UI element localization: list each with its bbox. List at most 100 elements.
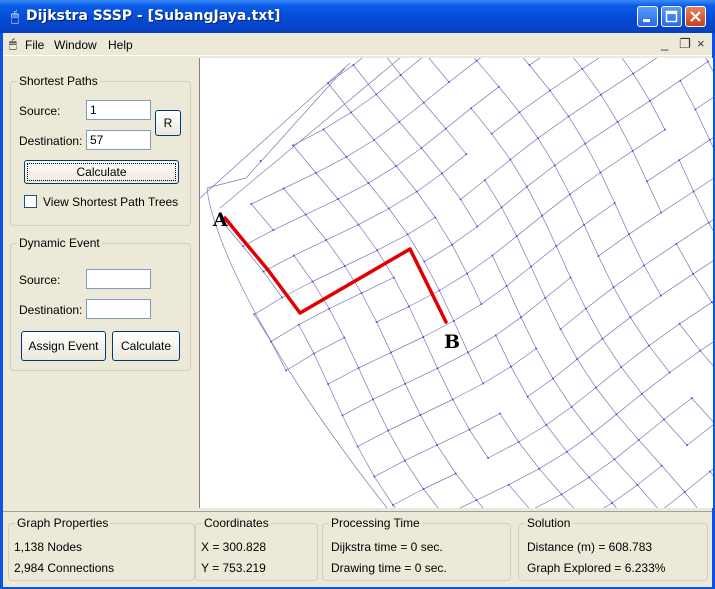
road-segment [585, 308, 603, 339]
road-segment [285, 353, 315, 371]
road-network[interactable]: A B [200, 58, 713, 508]
sp-source-input[interactable]: 1 [86, 100, 151, 120]
graph-node [292, 144, 294, 147]
close-button[interactable] [685, 6, 706, 27]
road-segment [270, 324, 299, 342]
graph-node [691, 397, 693, 399]
road-segment [390, 336, 424, 353]
dynamic-event-group: Dynamic Event Source: Destination: Assig… [10, 236, 191, 371]
road-segment [537, 138, 555, 166]
road-segment [535, 348, 554, 379]
mdi-close-button[interactable]: × [697, 36, 705, 51]
road-segment [437, 368, 454, 400]
road-segment [358, 208, 390, 225]
graph-node [588, 476, 590, 479]
graph-node [392, 504, 394, 506]
road-segment [602, 317, 631, 339]
road-segment [588, 477, 613, 504]
road-segment [487, 441, 519, 459]
road-segment [595, 366, 622, 388]
road-segment [705, 58, 709, 62]
road-segment [460, 199, 478, 227]
road-segment [390, 352, 406, 384]
road-segment [346, 139, 375, 158]
road-segment [356, 467, 365, 479]
assign-event-button[interactable]: Assign Event [21, 331, 106, 361]
de-calculate-button[interactable]: Calculate [112, 331, 180, 361]
road-segment [358, 224, 378, 251]
graph-node [678, 159, 681, 161]
sp-destination-input[interactable]: 57 [86, 130, 151, 150]
title-bar[interactable]: 🖱 Dijkstra SSSP - [SubangJaya.txt] [0, 0, 715, 33]
graph-node [597, 255, 600, 257]
graph-node [490, 132, 493, 135]
graph-node [250, 203, 253, 205]
shortest-paths-group: Shortest Paths Source: 1 Destination: 57… [10, 74, 191, 226]
graph-node [678, 323, 681, 325]
graph-explored: Graph Explored = 6.233% [527, 561, 666, 575]
map-canvas[interactable]: A B [199, 58, 713, 508]
road-segment [678, 159, 694, 192]
road-segment [374, 476, 394, 506]
maximize-button[interactable] [661, 6, 682, 27]
mdi-restore-button[interactable]: ❐ [679, 36, 691, 51]
road-segment [484, 159, 511, 181]
road-segment [220, 237, 225, 249]
menu-window[interactable]: Window [54, 38, 97, 52]
road-segment [200, 62, 351, 199]
road-segment [663, 419, 688, 446]
graph-node [436, 367, 439, 370]
connection-count: 2,984 Connections [14, 561, 115, 575]
road-segment [571, 406, 593, 434]
road-segment [317, 87, 328, 99]
dijkstra-time: Dijkstra time = 0 sec. [331, 540, 443, 554]
road-segment [616, 414, 639, 441]
graph-node [683, 491, 686, 493]
view-trees-checkbox[interactable] [24, 195, 37, 208]
road-segment [484, 179, 502, 208]
graph-node [628, 233, 630, 236]
graph-node [505, 285, 508, 287]
control-panel: Shortest Paths Source: 1 Destination: 57… [5, 58, 197, 508]
graph-node [422, 336, 424, 338]
mouse-icon[interactable]: 🖱 [10, 8, 20, 24]
road-segment [373, 121, 400, 141]
road-segment [445, 128, 467, 155]
graph-node [494, 334, 497, 337]
road-segment [299, 387, 308, 399]
graph-node [466, 272, 468, 275]
road-segment [327, 367, 359, 385]
road-segment [611, 484, 638, 504]
minimize-button[interactable] [637, 6, 658, 27]
road-segment [555, 245, 571, 278]
de-destination-input[interactable] [86, 299, 151, 319]
road-segment [499, 413, 519, 443]
graph-node [664, 128, 666, 131]
graph-node [500, 206, 503, 209]
graph-node [559, 328, 562, 330]
menu-file[interactable]: File [25, 38, 45, 52]
mouse-icon[interactable]: 🖱 [9, 36, 17, 51]
road-segment [641, 393, 665, 420]
mdi-minimize-button[interactable]: _ [661, 36, 669, 51]
road-segment [358, 367, 374, 400]
calculate-button[interactable]: Calculate [24, 160, 179, 184]
graph-node [304, 213, 307, 216]
view-trees-label[interactable]: View Shortest Path Trees [43, 195, 179, 209]
graph-node [337, 198, 339, 200]
road-segment [491, 133, 511, 160]
road-segment [437, 351, 469, 369]
road-segment [602, 338, 622, 368]
graph-node [668, 371, 671, 374]
menu-help[interactable]: Help [108, 38, 133, 52]
road-segment [213, 217, 218, 229]
de-source-input[interactable] [86, 269, 151, 289]
road-segment [693, 178, 713, 192]
r-button[interactable]: R [155, 110, 181, 136]
road-segment [368, 182, 390, 209]
graph-node [376, 249, 378, 252]
road-segment [481, 285, 507, 305]
graph-node [343, 336, 346, 339]
graph-node [646, 180, 648, 183]
